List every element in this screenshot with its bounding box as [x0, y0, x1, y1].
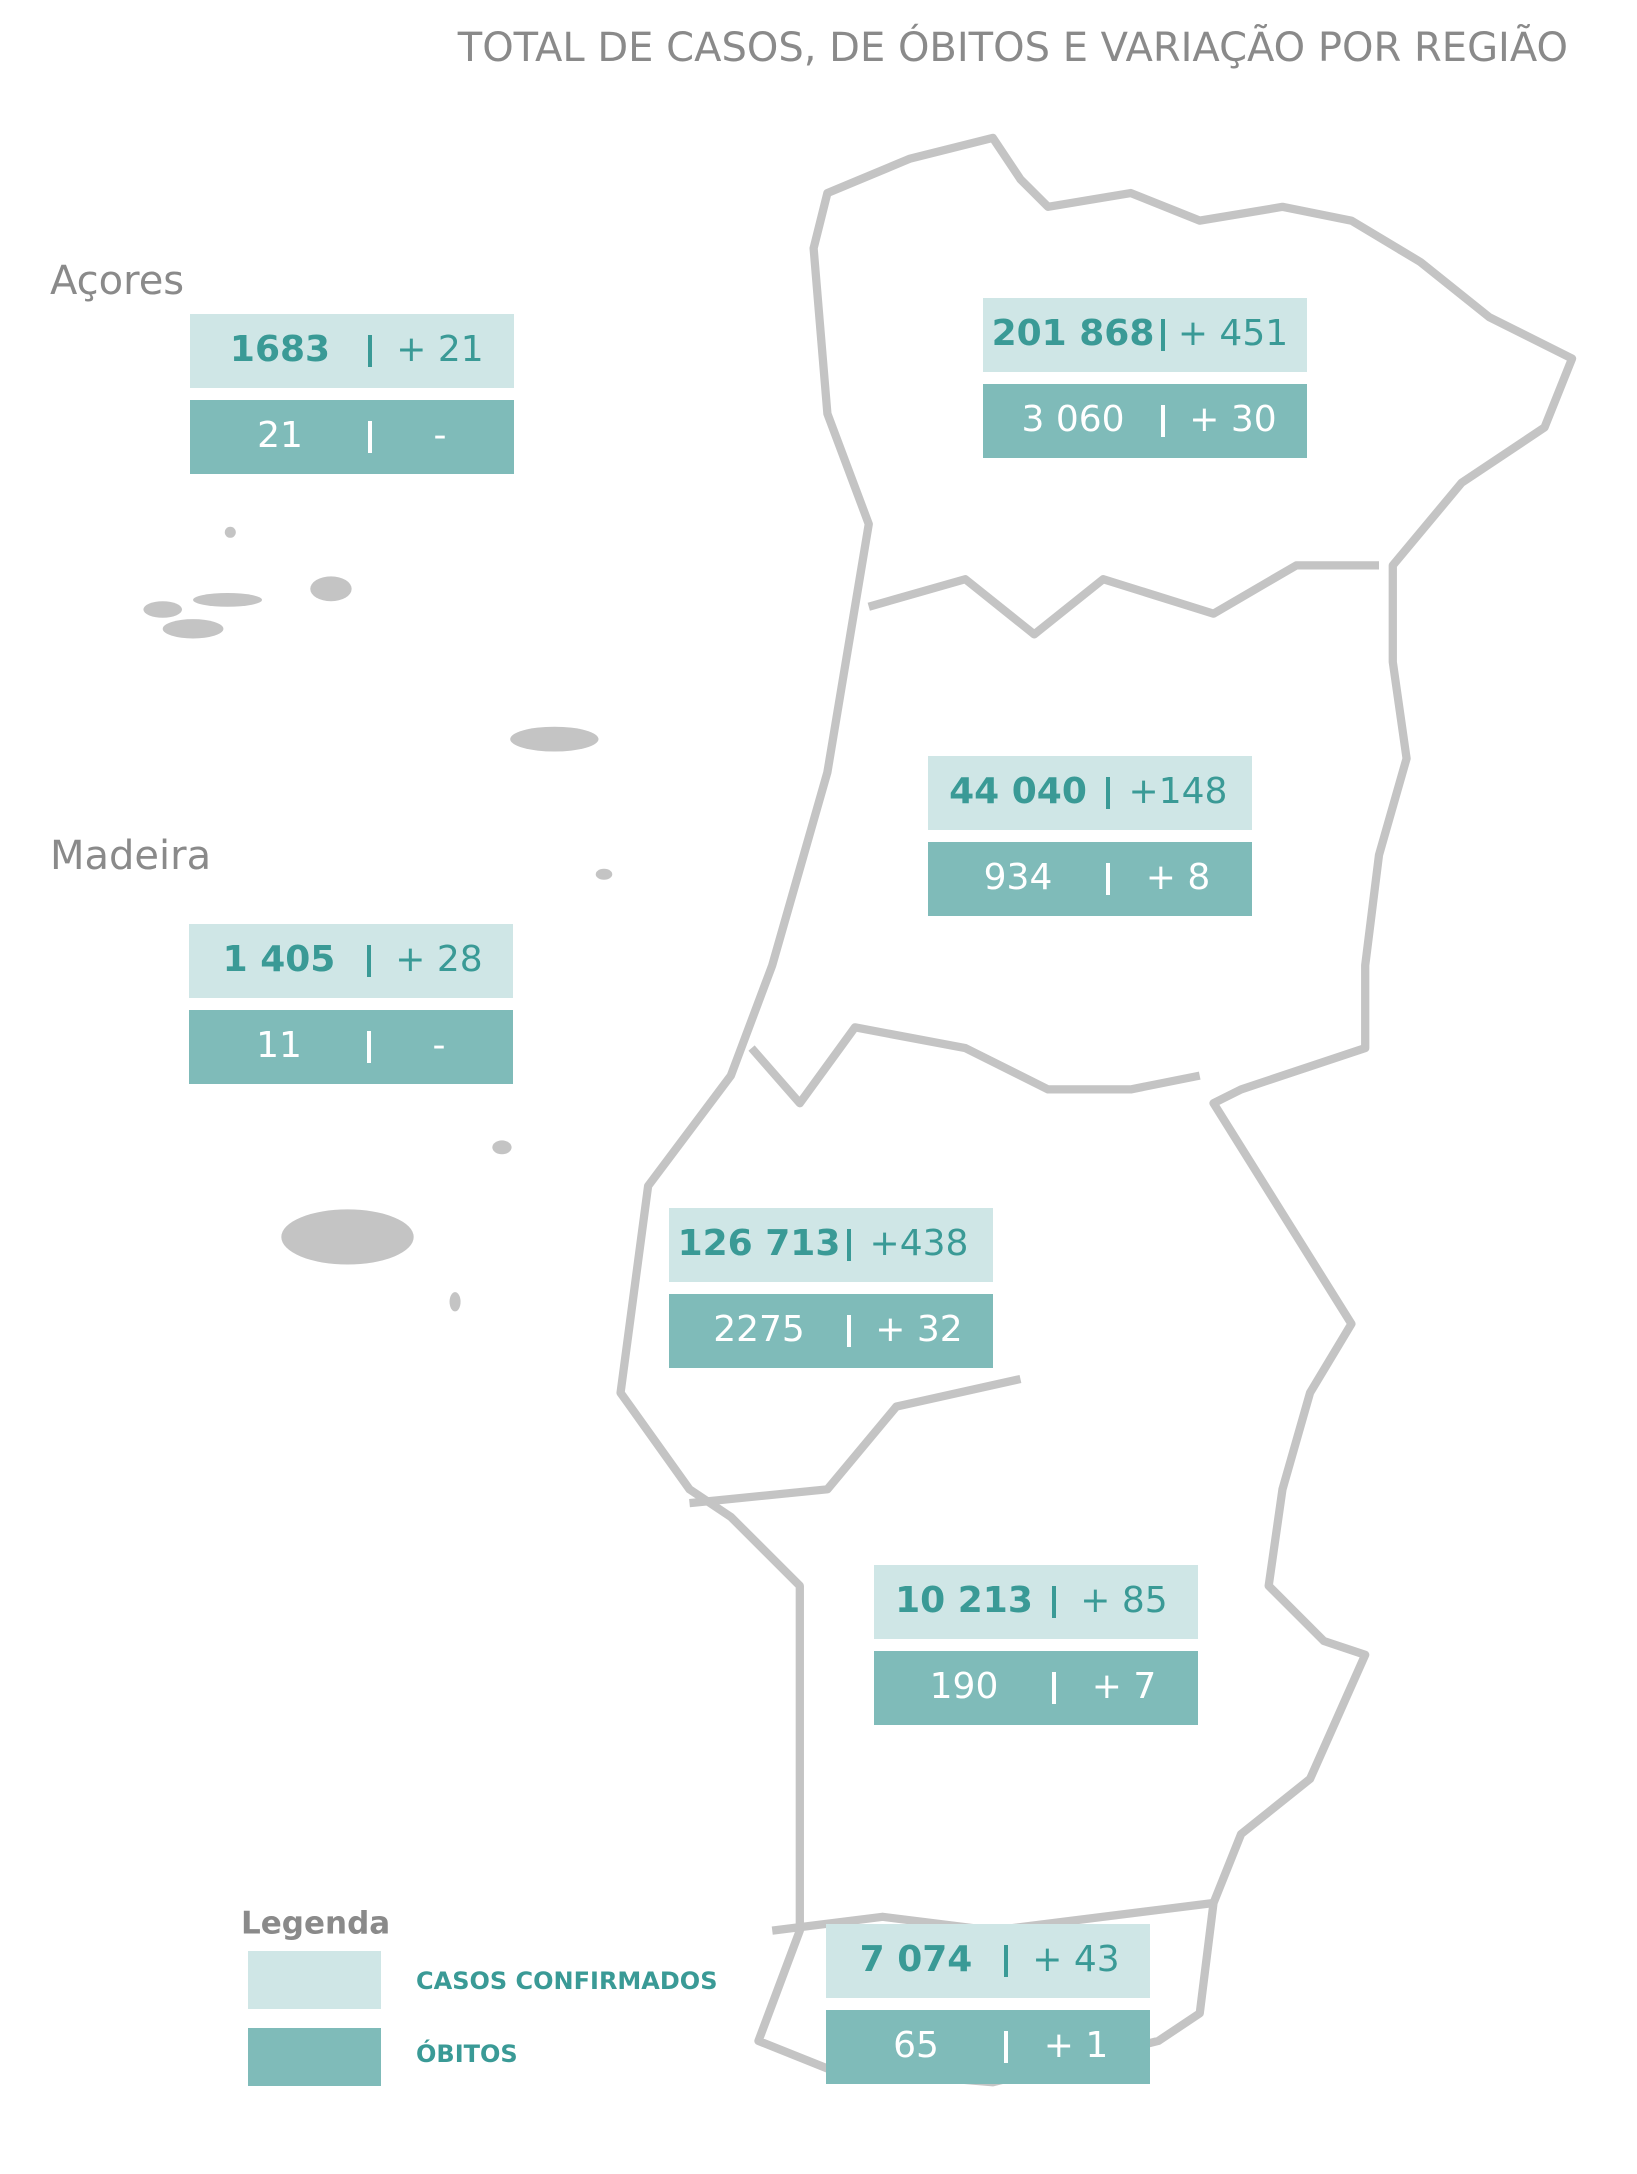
island [224, 526, 236, 538]
stat-box [928, 756, 1252, 830]
region-border [867, 561, 1379, 639]
region-border [771, 1898, 1215, 1935]
island [310, 576, 352, 602]
region-label: Açores [50, 258, 184, 304]
cases_change: + 28 [395, 939, 482, 980]
stat-box [189, 924, 513, 998]
island [492, 1140, 512, 1155]
cases: 1 405 [223, 939, 336, 980]
cases_change: + 43 [1032, 1939, 1119, 1980]
stat-box [983, 298, 1307, 372]
stat-box [874, 1651, 1198, 1725]
island [162, 619, 224, 639]
stat-box [190, 314, 514, 388]
deaths_change: - [434, 415, 447, 456]
stat-box [826, 1924, 1150, 1998]
legend-swatch [248, 1951, 381, 2009]
deaths_change: + 32 [875, 1309, 962, 1350]
cases: 7 074 [860, 1939, 973, 1980]
cases_change: +438 [870, 1223, 969, 1264]
island [595, 868, 613, 880]
title: TOTAL DE CASOS, DE ÓBITOS E VARIAÇÃO POR… [457, 23, 1568, 71]
deaths_change: + 8 [1146, 857, 1211, 898]
deaths: 21 [257, 415, 303, 456]
cases_change: + 85 [1080, 1580, 1167, 1621]
stat-box [190, 400, 514, 474]
deaths: 65 [893, 2025, 939, 2066]
deaths_change: + 7 [1092, 1666, 1157, 1707]
deaths: 3 060 [1021, 399, 1124, 440]
deaths: 190 [930, 1666, 999, 1707]
region-border [689, 1374, 1022, 1508]
legend-label: CASOS CONFIRMADOS [416, 1967, 718, 1995]
region-label: Madeira [50, 833, 211, 879]
deaths_change: + 1 [1044, 2025, 1109, 2066]
stat-box [983, 384, 1307, 458]
cases: 126 713 [678, 1223, 841, 1264]
island [143, 601, 183, 618]
stat-box [874, 1565, 1198, 1639]
cases: 201 868 [992, 313, 1155, 354]
stat-box [669, 1208, 993, 1282]
deaths_change: + 30 [1189, 399, 1276, 440]
mainland-outline [616, 133, 1577, 2087]
deaths: 2275 [713, 1309, 805, 1350]
stat-box [928, 842, 1252, 916]
deaths: 934 [984, 857, 1053, 898]
stat-box [189, 1010, 513, 1084]
cases: 1683 [230, 329, 330, 370]
region-border [748, 1023, 1201, 1108]
cases_change: + 21 [396, 329, 483, 370]
island [281, 1209, 414, 1265]
island [449, 1292, 461, 1312]
island [193, 592, 263, 607]
map [143, 133, 1577, 2087]
island [510, 726, 599, 752]
cases: 10 213 [895, 1580, 1033, 1621]
deaths_change: - [433, 1025, 446, 1066]
deaths: 11 [256, 1025, 302, 1066]
cases: 44 040 [949, 771, 1087, 812]
legend-label: ÓBITOS [416, 2038, 518, 2068]
legend-swatch [248, 2028, 381, 2086]
cases_change: + 451 [1178, 313, 1288, 354]
stat-box [826, 2010, 1150, 2084]
stat-box [669, 1294, 993, 1368]
legend-title: Legenda [241, 1906, 390, 1942]
cases_change: +148 [1129, 771, 1228, 812]
